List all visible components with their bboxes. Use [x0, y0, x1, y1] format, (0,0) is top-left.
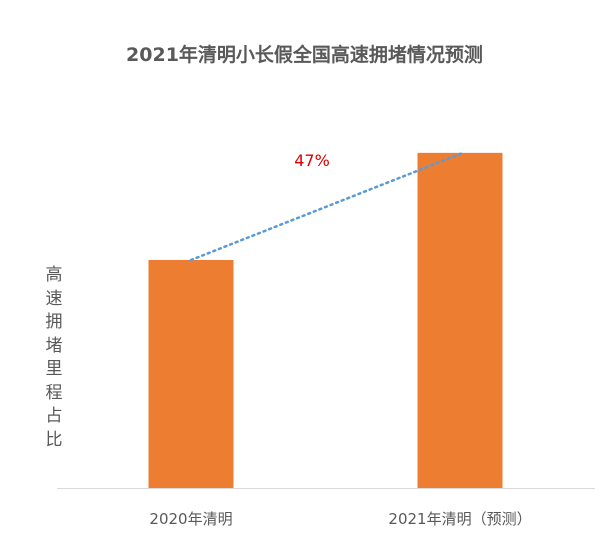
growth-annotation: 47% — [294, 151, 330, 170]
bar-2 — [417, 152, 503, 488]
x-tick-label: 2020年清明 — [149, 510, 232, 528]
trend-connector-line — [189, 151, 465, 262]
bar-1 — [148, 260, 234, 488]
y-axis-label: 高速拥堵里程占比 — [45, 265, 63, 450]
x-tick-label: 2021年清明（预测） — [388, 510, 531, 528]
chart-title: 2021年清明小长假全国高速拥堵情况预测 — [126, 44, 483, 66]
